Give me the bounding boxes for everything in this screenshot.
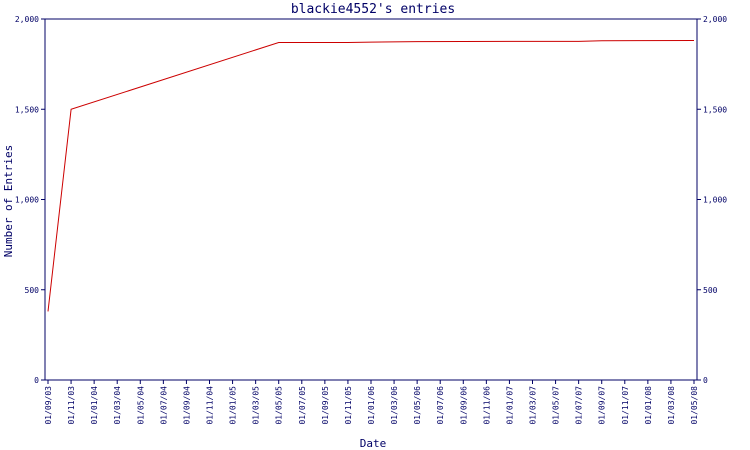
x-tick-label: 01/01/05 xyxy=(229,386,238,425)
x-tick-label: 01/09/04 xyxy=(182,386,191,425)
y-tick-label-right: 2,000 xyxy=(703,15,727,24)
x-tick-label: 01/05/04 xyxy=(136,386,145,425)
x-tick-label: 01/03/06 xyxy=(390,386,399,425)
y-axis-left: 0 500 1,000 1,500 2,000 xyxy=(15,15,45,385)
x-tick-label: 01/11/06 xyxy=(482,386,491,425)
x-tick-label: 01/01/06 xyxy=(367,386,376,425)
x-tick-label: 01/09/05 xyxy=(321,386,330,425)
plot-area-frame xyxy=(44,18,698,381)
x-tick-label: 01/03/04 xyxy=(113,386,122,425)
x-tick-label: 01/03/08 xyxy=(667,386,676,425)
x-tick-label: 01/11/03 xyxy=(67,386,76,425)
x-tick-label: 01/01/07 xyxy=(505,386,514,425)
y-tick-label-right: 1,500 xyxy=(703,105,727,114)
y-tick-label-left: 0 xyxy=(34,376,39,385)
x-tick-label: 01/09/03 xyxy=(44,386,53,425)
x-axis: 01/09/03 01/11/03 01/01/04 01/03/04 01/05/04… xyxy=(44,380,699,425)
y-tick-label-right: 0 xyxy=(703,376,708,385)
x-tick-label: 01/05/06 xyxy=(413,386,422,425)
x-tick-label: 01/01/08 xyxy=(644,386,653,425)
y-axis-label: Number of Entries xyxy=(2,145,15,258)
x-tick-label: 01/07/07 xyxy=(575,386,584,425)
y-tick-label-left: 2,000 xyxy=(15,15,39,24)
x-tick-label: 01/09/06 xyxy=(459,386,468,425)
series-line xyxy=(47,40,695,312)
y-tick-label-left: 1,000 xyxy=(15,196,39,205)
x-tick-label: 01/05/05 xyxy=(275,386,284,425)
y-tick-label-left: 500 xyxy=(25,286,40,295)
x-axis-label: Date xyxy=(360,437,387,450)
x-tick-label: 01/07/04 xyxy=(159,386,168,425)
x-tick-label: 01/11/07 xyxy=(621,386,630,425)
y-axis-right: 0 500 1,000 1,500 2,000 xyxy=(697,15,727,385)
x-tick-label: 01/11/05 xyxy=(344,386,353,425)
x-tick-label: 01/01/04 xyxy=(90,386,99,425)
x-tick-label: 01/05/07 xyxy=(552,386,561,425)
x-tick-label: 01/03/07 xyxy=(529,386,538,425)
y-tick-label-right: 500 xyxy=(703,286,718,295)
x-tick-label: 01/07/05 xyxy=(298,386,307,425)
chart-title: blackie4552's entries xyxy=(291,2,455,17)
x-tick-label: 01/09/07 xyxy=(598,386,607,425)
x-tick-label: 01/03/05 xyxy=(252,386,261,425)
x-tick-label: 01/07/06 xyxy=(436,386,445,425)
y-tick-label-right: 1,000 xyxy=(703,196,727,205)
x-tick-label: 01/11/04 xyxy=(206,386,215,425)
x-tick-label: 01/05/08 xyxy=(690,386,699,425)
y-tick-label-left: 1,500 xyxy=(15,105,39,114)
